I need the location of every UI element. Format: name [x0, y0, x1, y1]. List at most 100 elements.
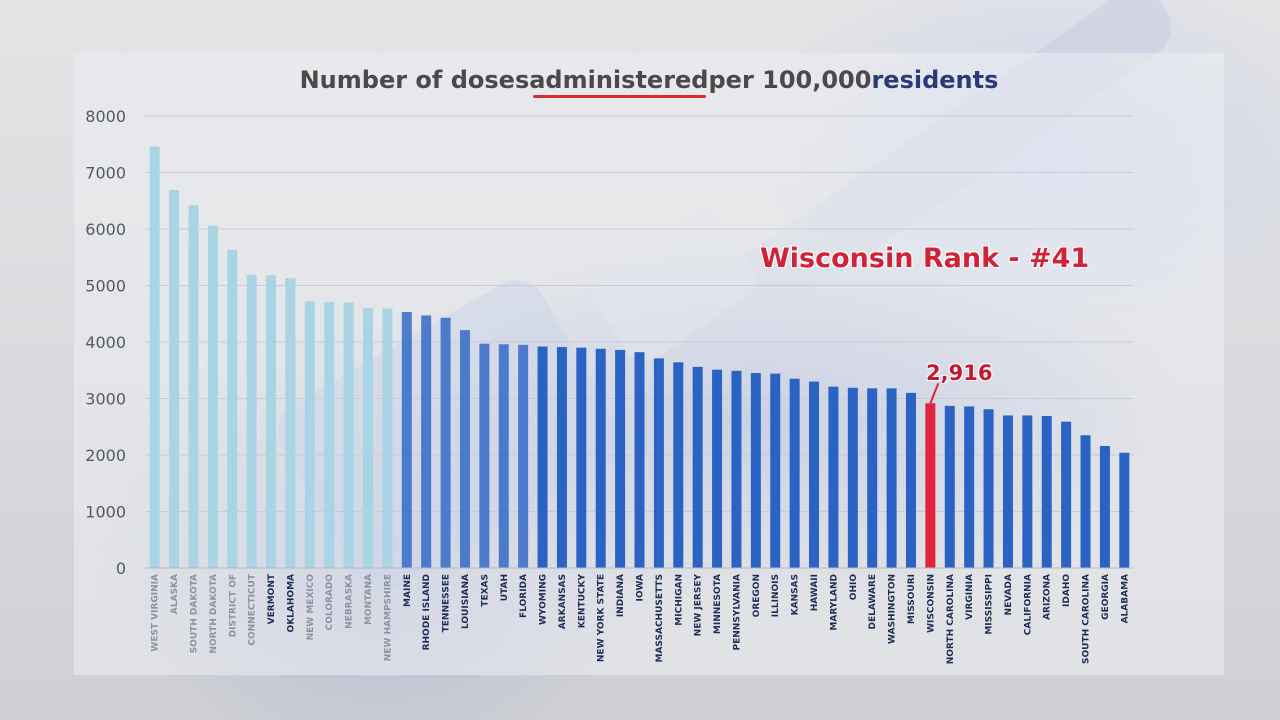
x-tick-label: WYOMING	[539, 574, 549, 625]
x-tick-label: NEVADA	[1004, 574, 1014, 615]
x-tick-label: MINNESOTA	[713, 574, 723, 634]
title-part-administered: administered	[529, 66, 709, 94]
x-tick-label: PENNSYLVANIA	[732, 574, 742, 651]
y-tick-label: 0	[116, 559, 126, 578]
wisconsin-value-annotation: 2,916	[926, 361, 993, 385]
bar	[964, 406, 975, 568]
bar	[1022, 415, 1033, 568]
bar	[905, 392, 916, 568]
x-tick-label: ILLINOIS	[771, 574, 781, 617]
bar	[556, 347, 567, 568]
x-tick-label: TENNESSEE	[442, 574, 452, 632]
bar	[867, 388, 878, 568]
y-tick-label: 4000	[85, 333, 126, 352]
bar	[498, 344, 509, 568]
bar	[576, 347, 587, 568]
bar	[692, 366, 703, 568]
x-tick-label: WISCONSIN	[926, 574, 936, 633]
bar	[712, 369, 723, 568]
bar	[266, 275, 277, 568]
x-tick-label: ARKANSAS	[558, 574, 568, 629]
x-tick-label: SOUTH DAKOTA	[189, 574, 199, 653]
x-tick-label: MASSACHUSETTS	[655, 574, 665, 663]
bar	[188, 205, 199, 568]
bar	[595, 348, 606, 568]
x-tick-label: NEW YORK STATE	[597, 574, 607, 662]
bar	[770, 373, 781, 568]
bar	[1080, 435, 1091, 568]
bar	[421, 315, 432, 568]
x-tick-label: IDAHO	[1062, 574, 1072, 607]
bar	[246, 274, 257, 568]
x-tick-label: COLORADO	[325, 574, 335, 631]
x-tick-label: ALASKA	[170, 574, 180, 614]
x-tick-label: ARIZONA	[1043, 574, 1053, 620]
bar	[479, 343, 490, 568]
y-tick-label: 5000	[85, 277, 126, 296]
x-tick-label: IOWA	[636, 574, 646, 602]
chart-panel	[74, 53, 1224, 675]
x-tick-label: MONTANA	[364, 574, 374, 625]
bar	[653, 358, 664, 568]
title-part-1: Number of doses	[299, 66, 530, 94]
y-tick-label: 7000	[85, 164, 126, 183]
bar	[809, 381, 820, 568]
bar	[1002, 415, 1013, 568]
bar	[149, 146, 160, 568]
x-tick-label: GEORGIA	[1101, 574, 1111, 620]
x-tick-label: LOUISIANA	[461, 574, 471, 629]
bar	[673, 362, 684, 568]
wisconsin-rank-annotation: Wisconsin Rank - #41	[760, 243, 1090, 274]
x-tick-label: TEXAS	[480, 574, 490, 607]
bar	[363, 308, 374, 568]
bar	[227, 249, 238, 568]
bar	[1061, 421, 1072, 568]
bar	[944, 405, 955, 568]
bar	[382, 308, 393, 568]
x-tick-label: UTAH	[500, 574, 510, 601]
title-part-3: per 100,000	[708, 66, 872, 94]
y-tick-label: 3000	[85, 390, 126, 409]
x-tick-label: NEW HAMPSHIRE	[383, 574, 393, 661]
bar	[459, 330, 470, 568]
title-underline	[533, 95, 706, 98]
bar	[731, 370, 742, 568]
bar	[207, 225, 218, 569]
bar	[983, 409, 994, 568]
x-tick-label: MARYLAND	[829, 574, 839, 631]
bar	[789, 378, 800, 568]
bar	[518, 344, 529, 568]
y-tick-label: 1000	[85, 503, 126, 522]
x-tick-label: NEBRASKA	[345, 574, 355, 629]
y-tick-label: 6000	[85, 220, 126, 239]
x-tick-label: MISSISSIPPI	[985, 574, 995, 635]
bar	[304, 301, 315, 568]
bar	[828, 386, 839, 568]
x-tick-label: HAWAII	[810, 574, 820, 611]
x-tick-label: DISTRICT OF	[228, 574, 238, 637]
bar-highlight	[925, 403, 936, 568]
x-tick-label: WASHINGTON	[888, 574, 898, 644]
bar	[169, 190, 180, 568]
bar	[750, 373, 761, 568]
x-tick-label: OHIO	[849, 574, 859, 601]
x-tick-label: VERMONT	[267, 573, 277, 624]
bar	[1041, 416, 1052, 568]
x-tick-label: CALIFORNIA	[1023, 574, 1033, 635]
x-tick-label: ALABAMA	[1120, 574, 1130, 623]
x-tick-label: NORTH CAROLINA	[946, 574, 956, 664]
x-tick-label: RHODE ISLAND	[422, 574, 432, 650]
bar	[537, 346, 548, 568]
x-tick-label: MISSOURI	[907, 574, 917, 624]
bar	[440, 317, 451, 568]
x-tick-label: CONNECTICUT	[248, 573, 258, 645]
x-tick-label: MICHIGAN	[674, 574, 684, 626]
y-tick-label: 2000	[85, 446, 126, 465]
x-tick-label: VIRGINIA	[965, 574, 975, 620]
y-tick-label: 8000	[85, 107, 126, 126]
x-tick-label: MAINE	[403, 574, 413, 607]
x-tick-label: NORTH DAKOTA	[209, 574, 219, 654]
x-tick-label: KENTUCKY	[577, 574, 587, 629]
x-tick-label: OKLAHOMA	[286, 574, 296, 632]
